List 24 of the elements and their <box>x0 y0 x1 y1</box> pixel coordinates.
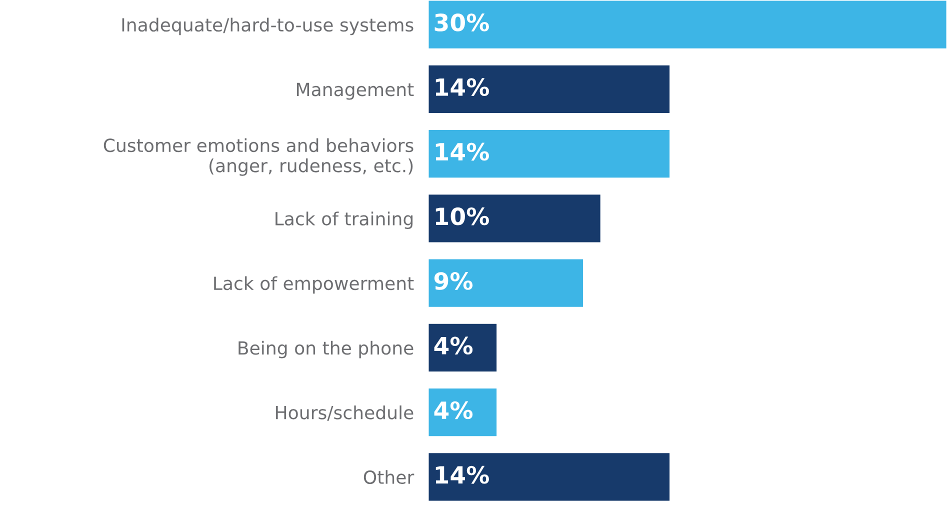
bar <box>428 452 671 502</box>
data-label: 14% <box>436 142 489 161</box>
y-tick-label: Lack of training <box>276 212 413 230</box>
bar <box>428 193 602 244</box>
y-tick-label: Lack of empowerment <box>214 276 414 294</box>
y-tick-label: Customer emotions and behaviors (anger, rudeness, etc.) <box>104 138 414 176</box>
y-tick-label: Management <box>296 82 414 100</box>
bar <box>428 258 584 308</box>
data-label: 10% <box>436 207 489 226</box>
bar <box>428 387 498 438</box>
y-tick-label: Inadequate/hard-to-use systems <box>122 18 414 36</box>
bar <box>428 128 671 180</box>
data-label: 4% <box>434 336 473 355</box>
data-label: 14% <box>436 78 489 96</box>
data-label: 9% <box>434 272 473 290</box>
data-label: 14% <box>436 466 489 484</box>
y-tick-label: Hours/schedule <box>276 405 414 421</box>
y-tick-label: Being on the phone <box>238 340 414 358</box>
y-tick-label: Other <box>364 470 414 484</box>
bar <box>428 64 671 114</box>
data-label: 4% <box>434 401 473 420</box>
bar <box>428 322 498 373</box>
bar <box>428 0 947 50</box>
data-label: 30% <box>434 14 489 32</box>
